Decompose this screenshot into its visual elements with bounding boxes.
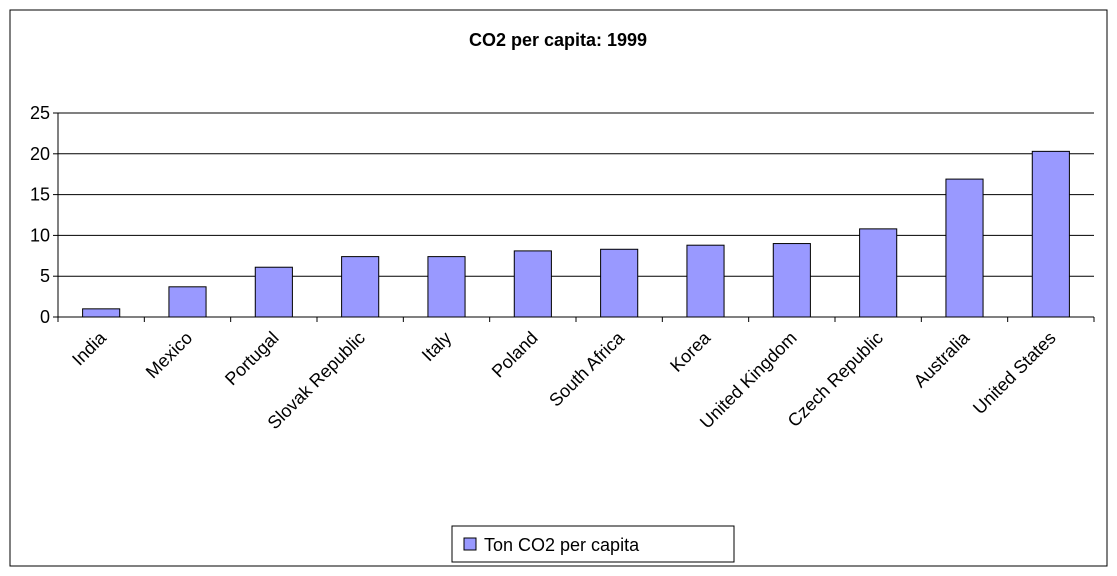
bar-slovak-republic: [342, 257, 379, 317]
y-tick-label: 25: [30, 103, 50, 123]
bar-italy: [428, 257, 465, 317]
bar-czech-republic: [860, 229, 897, 317]
legend-swatch: [464, 538, 476, 550]
bar-india: [83, 309, 120, 317]
y-tick-label: 20: [30, 144, 50, 164]
legend-label: Ton CO2 per capita: [484, 535, 640, 555]
bar-portugal: [255, 267, 292, 317]
y-tick-label: 10: [30, 225, 50, 245]
bar-mexico: [169, 287, 206, 317]
bar-united-kingdom: [773, 244, 810, 317]
bar-south-africa: [601, 249, 638, 317]
chart-title: CO2 per capita: 1999: [469, 30, 647, 50]
y-tick-label: 15: [30, 185, 50, 205]
bar-poland: [514, 251, 551, 317]
bar-united-states: [1032, 151, 1069, 317]
legend: Ton CO2 per capita: [452, 526, 734, 562]
bar-australia: [946, 179, 983, 317]
y-tick-label: 0: [40, 307, 50, 327]
y-tick-label: 5: [40, 266, 50, 286]
bar-korea: [687, 245, 724, 317]
